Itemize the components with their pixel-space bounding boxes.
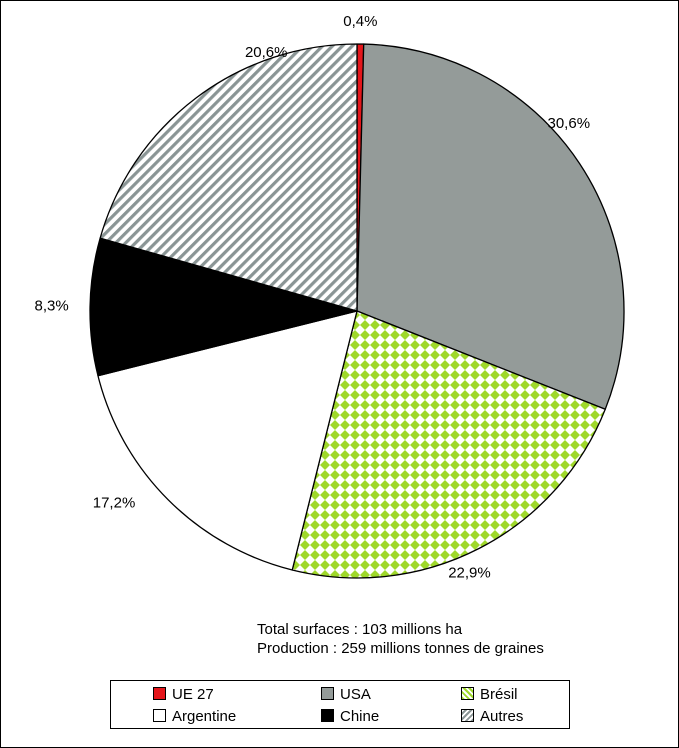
pie-slice-autres — [99, 43, 358, 312]
legend-item-chine: Chine — [321, 708, 379, 725]
legend-swatch-chine — [321, 709, 334, 722]
legend-label-usa: USA — [340, 686, 371, 703]
legend-label-ue27: UE 27 — [172, 686, 214, 703]
legend-swatch-ue27 — [153, 687, 166, 700]
legend-item-ue27: UE 27 — [153, 686, 214, 703]
legend-item-bresil: Brésil — [461, 686, 518, 703]
legend-label-chine: Chine — [340, 708, 380, 725]
data-label-usa: 30,6% — [548, 115, 591, 132]
pie-slice-br-sil — [291, 310, 606, 579]
legend-swatch-argentine — [153, 709, 166, 722]
data-label-autres: 20,6% — [245, 44, 288, 61]
legend-label-bresil: Brésil — [480, 686, 518, 703]
legend-label-argentine: Argentine — [172, 708, 237, 725]
legend-item-usa: USA — [321, 686, 371, 703]
legend-swatch-bresil — [461, 687, 474, 700]
total-surfaces-note: Total surfaces : 103 millions ha — [257, 621, 463, 638]
data-label-chine: 8,3% — [34, 297, 68, 314]
pie-slice-argentine — [97, 310, 358, 571]
data-label-ue-27: 0,4% — [343, 13, 377, 30]
legend-label-autres: Autres — [480, 708, 524, 725]
data-label-br-sil: 22,9% — [448, 564, 491, 581]
pie-slice-chine — [89, 237, 358, 377]
legend-swatch-autres — [461, 709, 474, 722]
pie-slice-usa — [356, 43, 625, 410]
legend-swatch-usa — [321, 687, 334, 700]
production-note: Production : 259 millions tonnes de grai… — [257, 640, 544, 657]
legend-item-autres: Autres — [461, 708, 523, 725]
data-label-argentine: 17,2% — [93, 495, 136, 512]
legend-item-argentine: Argentine — [153, 708, 236, 725]
legend: UE 27 USA Brésil Argentine Chine Autres — [110, 680, 570, 729]
